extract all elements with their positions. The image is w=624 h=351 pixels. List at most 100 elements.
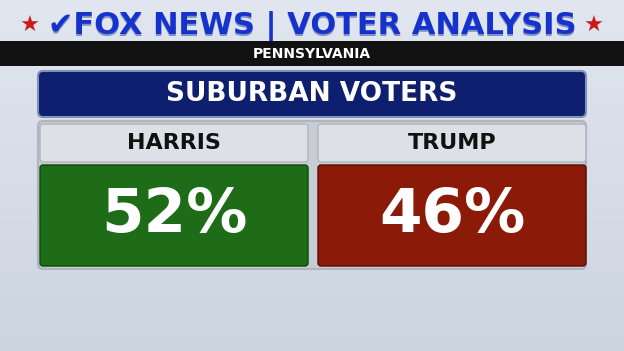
- Bar: [0, 243, 624, 244]
- Bar: [0, 97, 624, 98]
- Bar: [0, 216, 624, 217]
- Bar: [0, 280, 624, 281]
- Text: PENNSYLVANIA: PENNSYLVANIA: [253, 46, 371, 60]
- Bar: [0, 141, 624, 142]
- Bar: [0, 314, 624, 315]
- Bar: [0, 12, 624, 13]
- Bar: [0, 17, 624, 18]
- Bar: [0, 72, 624, 73]
- Bar: [0, 192, 624, 193]
- Bar: [0, 202, 624, 203]
- Bar: [0, 283, 624, 284]
- Bar: [0, 316, 624, 317]
- Bar: [0, 95, 624, 96]
- Bar: [0, 98, 624, 99]
- Bar: [0, 9, 624, 10]
- Bar: [0, 29, 624, 30]
- Bar: [0, 146, 624, 147]
- Bar: [0, 53, 624, 54]
- Bar: [0, 230, 624, 231]
- Bar: [0, 275, 624, 276]
- Bar: [0, 160, 624, 161]
- Bar: [0, 64, 624, 65]
- Bar: [0, 267, 624, 268]
- Bar: [0, 5, 624, 6]
- FancyBboxPatch shape: [38, 71, 586, 117]
- Bar: [0, 315, 624, 316]
- Bar: [0, 182, 624, 183]
- Bar: [0, 45, 624, 46]
- Bar: [0, 229, 624, 230]
- Bar: [0, 25, 624, 26]
- Bar: [0, 173, 624, 174]
- Bar: [0, 113, 624, 114]
- Bar: [0, 266, 624, 267]
- Bar: [0, 299, 624, 300]
- Bar: [0, 219, 624, 220]
- Bar: [0, 281, 624, 282]
- Bar: [0, 144, 624, 145]
- Bar: [0, 240, 624, 241]
- Bar: [0, 197, 624, 198]
- Bar: [0, 335, 624, 336]
- Bar: [0, 13, 624, 14]
- Bar: [0, 138, 624, 139]
- Bar: [0, 278, 624, 279]
- Bar: [0, 68, 624, 69]
- Text: HARRIS: HARRIS: [127, 133, 221, 153]
- Bar: [0, 73, 624, 74]
- Bar: [0, 286, 624, 287]
- Bar: [0, 131, 624, 132]
- Bar: [0, 59, 624, 60]
- Bar: [0, 220, 624, 221]
- Bar: [0, 244, 624, 245]
- Bar: [0, 54, 624, 55]
- Bar: [0, 306, 624, 307]
- Bar: [0, 28, 624, 29]
- Bar: [0, 18, 624, 19]
- Bar: [0, 328, 624, 329]
- Bar: [0, 154, 624, 155]
- Bar: [0, 274, 624, 275]
- Bar: [0, 74, 624, 75]
- Bar: [0, 156, 624, 157]
- Bar: [0, 94, 624, 95]
- Bar: [0, 100, 624, 101]
- Bar: [0, 88, 624, 89]
- Bar: [0, 304, 624, 305]
- Bar: [0, 76, 624, 77]
- Bar: [0, 105, 624, 106]
- Bar: [0, 116, 624, 117]
- Bar: [0, 161, 624, 162]
- Bar: [0, 184, 624, 185]
- Bar: [0, 174, 624, 175]
- Bar: [0, 69, 624, 70]
- Bar: [0, 3, 624, 4]
- Bar: [0, 189, 624, 190]
- Bar: [0, 269, 624, 270]
- Bar: [0, 305, 624, 306]
- Bar: [0, 16, 624, 17]
- Bar: [0, 77, 624, 78]
- Bar: [0, 159, 624, 160]
- Bar: [0, 30, 624, 31]
- Bar: [0, 200, 624, 201]
- Bar: [0, 263, 624, 264]
- Bar: [0, 62, 624, 63]
- Bar: [0, 246, 624, 247]
- Bar: [0, 206, 624, 207]
- Bar: [0, 8, 624, 9]
- Text: ★: ★: [20, 16, 40, 36]
- Bar: [0, 213, 624, 214]
- Bar: [0, 126, 624, 127]
- Bar: [0, 143, 624, 144]
- Bar: [0, 348, 624, 349]
- Bar: [0, 247, 624, 248]
- Bar: [0, 338, 624, 339]
- Bar: [0, 249, 624, 250]
- Bar: [0, 38, 624, 39]
- Bar: [0, 124, 624, 125]
- Bar: [0, 147, 624, 148]
- Bar: [0, 312, 624, 313]
- Bar: [0, 99, 624, 100]
